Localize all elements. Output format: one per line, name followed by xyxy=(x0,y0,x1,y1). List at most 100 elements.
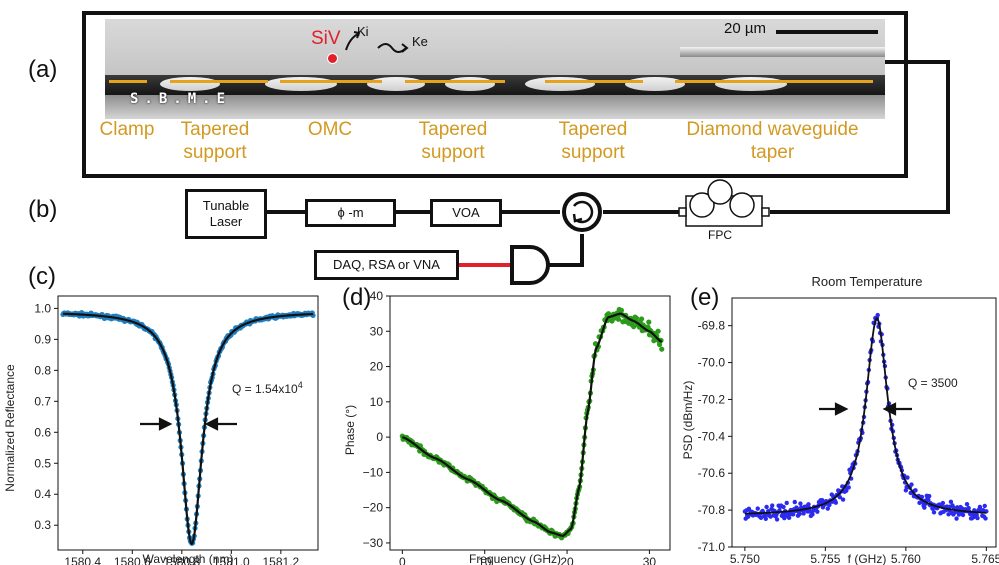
y-tick-label: 0.6 xyxy=(34,425,51,439)
data-point xyxy=(781,504,786,510)
x-tick-label: 5.755 xyxy=(810,552,840,565)
fpc-label: FPC xyxy=(708,228,732,242)
section-bar-support xyxy=(405,80,505,83)
data-point xyxy=(638,316,645,322)
chart-c-arrows xyxy=(140,417,237,431)
chart-d: 0 10 20 30 −30 −20 −10 0 10 20 30 40 Frequency (GHz… xyxy=(343,289,671,565)
data-point xyxy=(806,502,811,507)
data-point xyxy=(797,511,802,517)
chart-c-ylabel: Normalized Reflectance xyxy=(3,364,17,492)
y-tick-label: -71.0 xyxy=(698,540,726,554)
data-point xyxy=(755,506,760,511)
panel-label-e: (e) xyxy=(690,284,720,311)
data-point xyxy=(657,341,663,348)
setup-wiring xyxy=(267,60,950,285)
chart-e: 5.750 5.755 5.760 5.765 -71.0 -70.8 -70.6 -70.4… xyxy=(681,274,999,565)
data-point xyxy=(975,515,980,521)
data-point xyxy=(926,493,932,499)
chart-c-xlabel: Wavelength (nm) xyxy=(143,552,234,565)
section-bar-omc xyxy=(280,80,382,83)
section-label: Tapered support xyxy=(558,119,628,163)
chart-e-fit-line xyxy=(744,317,987,515)
y-tick-label: −20 xyxy=(363,501,384,515)
data-point xyxy=(837,494,843,500)
y-tick-label: -70.0 xyxy=(698,356,726,370)
data-point xyxy=(784,500,789,506)
data-point xyxy=(659,346,665,352)
data-point xyxy=(758,515,764,520)
data-point xyxy=(966,505,971,511)
data-point xyxy=(655,328,661,334)
chart-c-annotation-exp: 4 xyxy=(298,380,303,390)
section-label: Clamp xyxy=(99,119,155,140)
chart-c-ticks: 1580.4 1580.6 1580.8 1581.0 1581.2 0.3 0.4 0.5 0… xyxy=(34,301,299,565)
x-tick-label: 5.750 xyxy=(730,552,760,565)
x-tick-label: 5.760 xyxy=(891,552,921,565)
data-point xyxy=(964,501,970,507)
panel-a-frame xyxy=(82,11,908,178)
chart-d-xlabel: Frequency (GHz) xyxy=(469,552,561,565)
chart-e-arrows xyxy=(819,402,912,416)
data-point xyxy=(948,499,954,505)
y-tick-label: -70.6 xyxy=(698,466,726,480)
data-point xyxy=(780,511,785,517)
y-tick-label: 1.0 xyxy=(34,301,51,315)
panel-label-b: (b) xyxy=(28,196,58,223)
data-point xyxy=(905,475,910,480)
data-point xyxy=(825,506,830,511)
scale-bar-label: 20 µm xyxy=(724,20,766,37)
y-tick-label: -70.2 xyxy=(698,392,726,406)
voa-box: VOA xyxy=(430,199,502,227)
data-point xyxy=(960,512,966,518)
y-tick-label: 0.9 xyxy=(34,332,51,346)
chart-e-frame xyxy=(731,297,997,548)
kappa-i-label: Κi xyxy=(357,24,369,39)
data-point xyxy=(982,503,987,509)
chart-d-data xyxy=(399,306,665,541)
data-point xyxy=(790,512,796,517)
section-bar-support xyxy=(170,80,268,83)
daq-box: DAQ, RSA or VNA xyxy=(314,250,459,280)
chart-c-annotation-main: Q = 1.54x10 xyxy=(232,382,298,396)
data-point xyxy=(913,488,918,493)
data-point xyxy=(983,516,988,521)
chart-e-xlabel: f (GHz) xyxy=(848,552,887,565)
data-point xyxy=(815,509,820,514)
data-point xyxy=(764,504,769,510)
kappa-e-label: Κe xyxy=(412,34,428,49)
tunable-laser-box: Tunable Laser xyxy=(185,189,267,239)
data-point xyxy=(774,517,780,522)
x-tick-label: 1581.0 xyxy=(213,555,250,565)
x-tick-label: 1580.4 xyxy=(64,555,101,565)
scale-bar xyxy=(776,30,878,34)
siv-marker xyxy=(327,53,338,64)
data-point xyxy=(919,494,925,500)
data-point xyxy=(903,488,909,493)
y-tick-label: -69.8 xyxy=(698,319,726,333)
data-point xyxy=(798,501,803,506)
chart-d-frame xyxy=(389,295,671,551)
data-point xyxy=(940,500,946,506)
data-point xyxy=(770,503,775,508)
y-tick-label: 0.5 xyxy=(34,456,51,470)
y-tick-label: 20 xyxy=(370,360,384,374)
y-tick-label: 0.8 xyxy=(34,363,51,377)
y-tick-label: 30 xyxy=(370,324,384,338)
y-tick-label: -70.4 xyxy=(698,429,726,443)
chart-d-ylabel: Phase (°) xyxy=(343,405,357,455)
section-bar-clamp xyxy=(109,80,147,83)
x-tick-label: 10 xyxy=(478,555,492,565)
y-tick-label: 0 xyxy=(376,430,383,444)
data-point xyxy=(618,307,625,313)
section-label: Tapered support xyxy=(418,119,488,163)
chart-e-title: Room Temperature xyxy=(811,274,922,289)
chart-c-data xyxy=(60,310,316,546)
panel-label-a: (a) xyxy=(28,56,58,83)
chart-c-frame xyxy=(57,295,319,551)
y-tick-label: -70.8 xyxy=(698,503,726,517)
data-point xyxy=(801,511,806,516)
data-point xyxy=(646,319,652,325)
x-tick-label: 30 xyxy=(643,555,657,565)
section-bar-taper xyxy=(675,80,873,83)
y-tick-label: 0.3 xyxy=(34,518,51,532)
